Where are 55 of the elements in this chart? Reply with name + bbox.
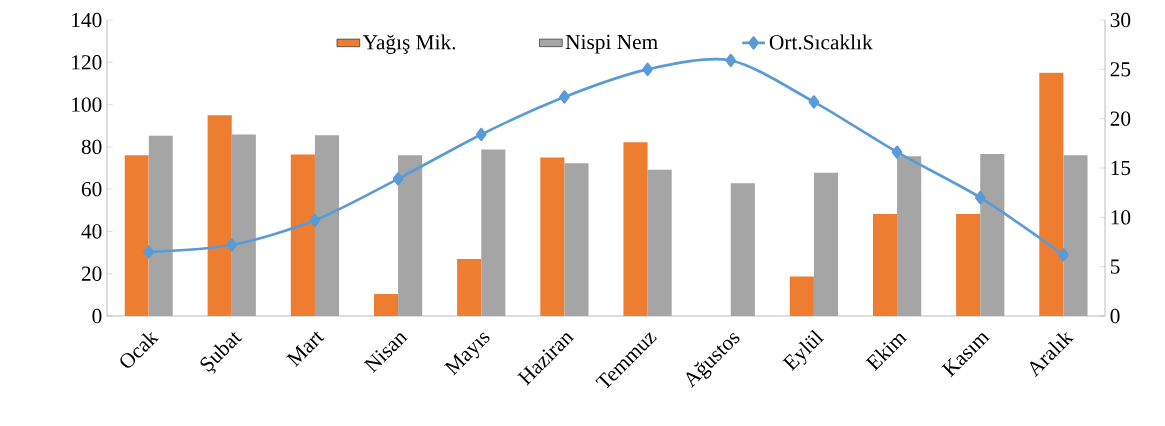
point xyxy=(642,62,653,77)
point xyxy=(309,213,321,227)
y2-tick-label: 25 xyxy=(1110,62,1131,77)
y-tick-label: 40 xyxy=(81,224,102,239)
point xyxy=(725,53,737,68)
bar xyxy=(290,154,315,316)
point xyxy=(1058,248,1069,262)
bar xyxy=(124,155,149,316)
point xyxy=(808,95,820,109)
bar xyxy=(148,135,173,316)
point xyxy=(559,90,570,104)
bar xyxy=(789,276,814,316)
bar xyxy=(956,214,981,316)
y-tick-label: 60 xyxy=(81,181,102,197)
y-tick-label: 120 xyxy=(72,55,102,70)
point xyxy=(392,172,404,186)
legend-label: Ort.Sıcaklık xyxy=(769,34,873,50)
y-tick-label: 20 xyxy=(81,266,102,281)
bar xyxy=(231,134,256,316)
x-tick-label: Mart xyxy=(286,331,325,368)
y2-tick-label: 15 xyxy=(1111,160,1131,176)
y2-tick-label: 30 xyxy=(1110,12,1131,28)
bar xyxy=(373,294,399,316)
y2-tick-label: 20 xyxy=(1110,111,1131,126)
bar xyxy=(813,172,839,316)
bar xyxy=(481,149,506,316)
bar xyxy=(623,142,648,316)
y-tick-label: 140 xyxy=(72,12,102,28)
bar xyxy=(980,154,1005,316)
y2-tick-label: 10 xyxy=(1111,210,1131,225)
y-tick-label: 80 xyxy=(81,139,102,155)
y-tick-label: 0 xyxy=(92,308,102,324)
bar xyxy=(730,183,755,316)
legend-label: Nispi Nem xyxy=(565,34,658,54)
bar xyxy=(1039,72,1064,316)
bar xyxy=(564,163,589,316)
bar xyxy=(872,214,898,316)
bar xyxy=(540,157,565,316)
point xyxy=(475,127,487,142)
point xyxy=(891,145,903,159)
point xyxy=(226,238,238,252)
bar xyxy=(897,156,922,316)
point xyxy=(974,190,986,205)
y2-tick-label: 0 xyxy=(1110,308,1120,324)
x-tick-label: Ocak xyxy=(120,332,160,368)
legend-label: Yağış Mik. xyxy=(362,34,456,54)
bar xyxy=(207,115,232,316)
y2-tick-label: 5 xyxy=(1110,259,1120,274)
bar xyxy=(1063,155,1088,316)
bar xyxy=(647,169,672,316)
bar xyxy=(457,258,482,316)
bar xyxy=(398,155,423,316)
point xyxy=(143,245,154,259)
bar xyxy=(314,135,340,316)
y-tick-label: 100 xyxy=(72,97,102,112)
